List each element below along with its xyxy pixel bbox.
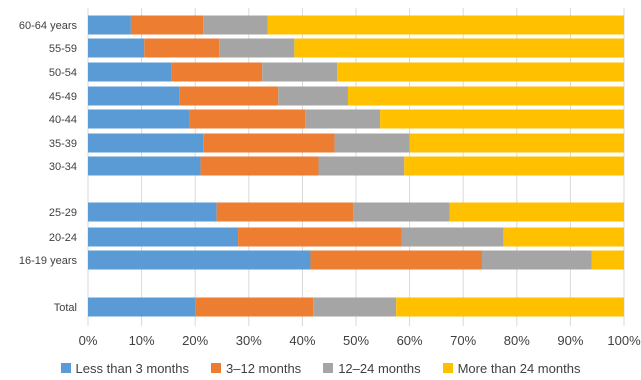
bar-segment <box>88 202 217 222</box>
bar-segment <box>310 250 482 270</box>
category-label: 16-19 years <box>19 255 78 267</box>
bar-segment <box>449 202 624 222</box>
bar-segment <box>88 15 131 35</box>
legend: Less than 3 months 3–12 months 12–24 month… <box>0 358 641 378</box>
bar-segment <box>200 156 319 176</box>
x-tick-label: 70% <box>450 333 476 348</box>
legend-item: More than 24 months <box>442 358 581 378</box>
legend-label: Less than 3 months <box>75 360 190 376</box>
x-tick-label: 50% <box>343 333 369 348</box>
bar-segment <box>334 133 410 153</box>
bar-segment <box>88 297 196 317</box>
legend-label: 12–24 months <box>338 360 421 376</box>
category-label: 50-54 <box>49 67 77 79</box>
bar-segment <box>318 156 405 176</box>
bar-segment <box>88 38 145 58</box>
legend-item: Less than 3 months <box>60 358 190 378</box>
bar-segment <box>591 250 624 270</box>
bar-segment <box>313 297 397 317</box>
bar-segment <box>195 297 314 317</box>
legend-item: 12–24 months <box>323 358 421 378</box>
bar-segment <box>88 109 190 129</box>
x-tick-label: 80% <box>504 333 530 348</box>
bar-segment <box>401 227 504 247</box>
x-tick-label: 20% <box>182 333 208 348</box>
bar-segment <box>294 38 624 58</box>
legend-item: 3–12 months <box>211 358 301 378</box>
bar-segment <box>219 38 295 58</box>
category-label: 45-49 <box>49 91 77 103</box>
bar-segment <box>238 227 402 247</box>
bar-segment <box>179 86 279 106</box>
bar-segment <box>130 15 204 35</box>
category-label: 20-24 <box>49 232 77 244</box>
legend-label: 3–12 months <box>226 360 302 376</box>
legend-swatch <box>60 363 71 373</box>
bar-segment <box>88 62 172 82</box>
bar-segment <box>278 86 348 106</box>
x-tick-label: 40% <box>289 333 315 348</box>
category-label: 60-64 years <box>19 20 78 32</box>
bar-segment <box>88 86 180 106</box>
bar-segment <box>88 156 201 176</box>
bar-segment <box>267 15 624 35</box>
category-label: Total <box>54 302 77 314</box>
category-labels: 60-64 years 55-59 50-54 45-49 40-44 35-39 30-3… <box>19 20 78 314</box>
category-label: 40-44 <box>49 114 77 126</box>
bar-segment <box>409 133 624 153</box>
bar-segment <box>396 297 624 317</box>
bar-segment <box>404 156 624 176</box>
bar-segment <box>380 109 624 129</box>
category-label: 30-34 <box>49 161 77 173</box>
bar-segment <box>144 38 220 58</box>
bars <box>88 15 624 317</box>
bar-segment <box>88 133 204 153</box>
bar-segment <box>337 62 624 82</box>
x-tick-label: 30% <box>236 333 262 348</box>
bar-segment <box>305 109 381 129</box>
legend-swatch <box>211 363 222 373</box>
bar-segment <box>262 62 338 82</box>
bar-segment <box>347 86 624 106</box>
category-label: 55-59 <box>49 43 77 55</box>
bar-segment <box>88 250 311 270</box>
bar-segment <box>203 133 335 153</box>
x-tick-label: 90% <box>557 333 583 348</box>
bar-segment <box>353 202 450 222</box>
bar-segment <box>481 250 592 270</box>
legend-swatch <box>323 363 334 373</box>
bar-segment <box>88 227 239 247</box>
bar-segment <box>171 62 263 82</box>
bar-segment <box>216 202 354 222</box>
bar-segment <box>203 15 268 35</box>
x-tick-label: 60% <box>397 333 423 348</box>
bar-segment <box>503 227 624 247</box>
bar-segment <box>189 109 306 129</box>
legend-swatch <box>442 363 453 373</box>
x-tick-label: 10% <box>129 333 155 348</box>
category-label: 25-29 <box>49 207 77 219</box>
x-tick-label: 100% <box>607 333 641 348</box>
legend-label: More than 24 months <box>457 360 581 376</box>
x-tick-labels: 0% 10% 20% 30% 40% 50% 60% 70% 80% 90% 100% <box>79 333 641 348</box>
x-tick-label: 0% <box>79 333 98 348</box>
category-label: 35-39 <box>49 138 77 150</box>
